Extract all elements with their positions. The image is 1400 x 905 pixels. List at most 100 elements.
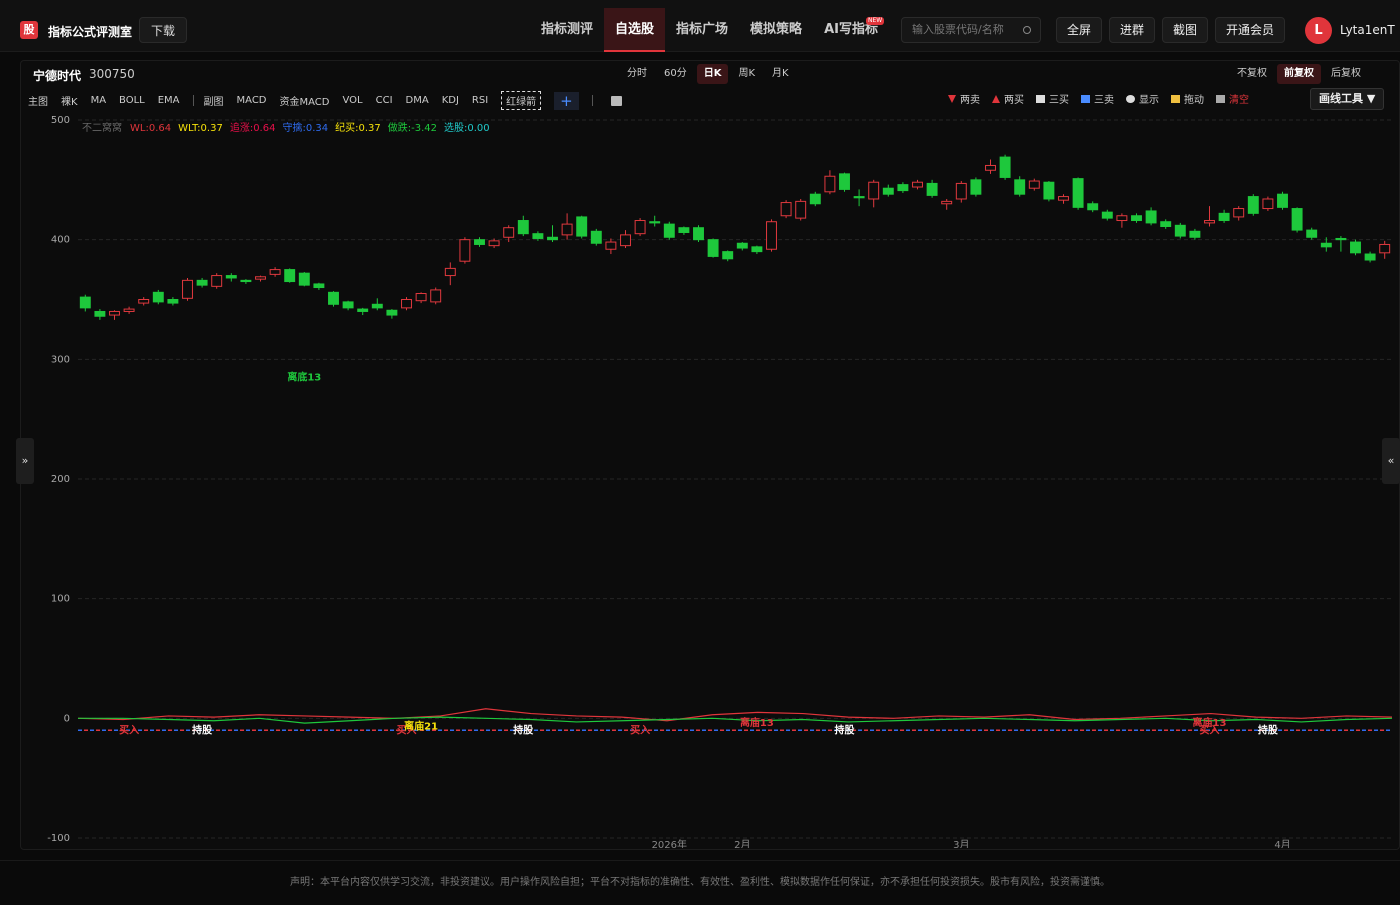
candle-body bbox=[766, 221, 777, 250]
candle-body bbox=[1277, 193, 1288, 208]
nav-item[interactable]: AI写指标 bbox=[824, 22, 878, 37]
signal-tool[interactable]: 两卖 bbox=[948, 91, 980, 106]
stock-code: 300750 bbox=[89, 67, 135, 81]
annotation: 持股 bbox=[835, 723, 856, 736]
app-name[interactable]: 指标公式评测室 bbox=[48, 25, 133, 39]
username[interactable]: Lyta1enT bbox=[1340, 23, 1395, 37]
sub-indicator[interactable]: RSI bbox=[471, 95, 489, 106]
period-tab[interactable]: 日K bbox=[696, 64, 729, 84]
candle-body bbox=[474, 239, 485, 245]
logo[interactable]: 股 bbox=[20, 21, 38, 39]
side-toggle-right[interactable]: « bbox=[1382, 438, 1400, 484]
header-button[interactable]: 全屏 bbox=[1056, 17, 1103, 43]
annotation: 买入 bbox=[119, 724, 139, 736]
main-indicator[interactable]: MA bbox=[90, 95, 107, 106]
main-indicator[interactable]: 裸K bbox=[61, 97, 78, 108]
main-indicator[interactable]: BOLL bbox=[119, 95, 145, 106]
candle-body bbox=[955, 182, 967, 200]
candle-body bbox=[649, 221, 661, 224]
signal-tool[interactable]: 两买 bbox=[992, 91, 1024, 106]
candle-body bbox=[576, 216, 588, 237]
candle-body bbox=[1364, 253, 1376, 261]
candle-body bbox=[240, 279, 252, 283]
candle-body bbox=[1204, 220, 1215, 224]
annotation: 持股 bbox=[513, 723, 534, 736]
nav-item[interactable]: 模拟策略 bbox=[750, 22, 803, 37]
candle-body bbox=[1320, 242, 1332, 248]
header-button[interactable]: 截图 bbox=[1162, 17, 1209, 43]
sub-indicator[interactable]: 副图 bbox=[203, 97, 224, 108]
candle-body bbox=[211, 275, 223, 287]
candle-body bbox=[415, 293, 427, 302]
draw-tool-button[interactable]: 画线工具 ▼ bbox=[1310, 88, 1385, 110]
tool-label: 清空 bbox=[1229, 95, 1249, 106]
main-indicator[interactable]: EMA bbox=[157, 95, 180, 106]
candle-body bbox=[371, 303, 383, 309]
nav-item[interactable]: 指标测评 bbox=[541, 22, 594, 37]
candle-body bbox=[1189, 230, 1201, 238]
candle-body bbox=[357, 308, 369, 312]
candle-body bbox=[1233, 208, 1245, 218]
legend-item: 选股:0.00 bbox=[444, 121, 490, 134]
candle-body bbox=[532, 233, 544, 239]
y-tick-label: -100 bbox=[47, 833, 70, 844]
tool-icon bbox=[1171, 94, 1180, 103]
sub-indicator[interactable]: VOL bbox=[342, 95, 363, 106]
candle-body bbox=[328, 291, 339, 305]
adjust-tab[interactable]: 前复权 bbox=[1277, 64, 1321, 84]
candle-body bbox=[94, 310, 106, 317]
sub-indicator[interactable]: 红绿箭 bbox=[501, 91, 542, 110]
disclaimer: 声明：本平台内容仅供学习交流，非投资建议。用户操作风险自担；平台不对指标的准确性… bbox=[290, 877, 1110, 888]
signal-tool[interactable]: 三买 bbox=[1036, 91, 1069, 106]
adjust-tab[interactable]: 不复权 bbox=[1237, 68, 1267, 79]
sub-indicator[interactable]: 资金MACD bbox=[279, 97, 330, 108]
signal-tool[interactable]: 清空 bbox=[1216, 91, 1249, 106]
legend-title: 不二窝窝 bbox=[82, 121, 122, 134]
sub-indicator[interactable]: KDJ bbox=[441, 95, 459, 106]
sub-indicator[interactable]: MACD bbox=[236, 95, 267, 106]
search-input[interactable]: 输入股票代码/名称 bbox=[901, 17, 1041, 43]
nav-item[interactable]: 自选股 bbox=[604, 8, 666, 52]
header-button[interactable]: 进群 bbox=[1109, 17, 1156, 43]
candle-body bbox=[941, 200, 953, 205]
tool-icon bbox=[1216, 94, 1225, 103]
signal-tool[interactable]: 拖动 bbox=[1171, 91, 1204, 106]
sub-indicator[interactable]: CCI bbox=[375, 95, 393, 106]
candle-body bbox=[1028, 180, 1040, 189]
indicator-line bbox=[78, 716, 1393, 724]
x-tick-label: 2月 bbox=[734, 839, 750, 848]
header-buttons: 全屏 进群 截图 开通会员 bbox=[1056, 17, 1286, 43]
main-indicator[interactable]: 主图 bbox=[28, 97, 48, 108]
separator bbox=[192, 95, 194, 106]
candle-body bbox=[897, 184, 909, 192]
header-button[interactable]: 开通会员 bbox=[1215, 17, 1286, 43]
candle-body bbox=[488, 240, 500, 247]
stock-name: 宁德时代 bbox=[33, 69, 82, 83]
avatar[interactable]: L bbox=[1305, 17, 1332, 44]
tool-icon bbox=[948, 94, 956, 103]
candle-body bbox=[1087, 203, 1099, 211]
download-button[interactable]: 下载 bbox=[139, 17, 188, 43]
y-tick-label: 100 bbox=[51, 594, 70, 605]
nav: 指标测评 自选股 指标广场 模拟策略 AI写指标 bbox=[530, 8, 889, 52]
candle-body bbox=[1072, 178, 1084, 208]
signal-tool[interactable]: 显示 bbox=[1126, 91, 1159, 106]
period-tab[interactable]: 分时 bbox=[627, 68, 647, 79]
nav-item[interactable]: 指标广场 bbox=[676, 22, 729, 37]
side-toggle-left[interactable]: » bbox=[16, 438, 34, 484]
candle-body bbox=[678, 227, 690, 233]
annotation: 离庙21 bbox=[404, 720, 438, 733]
save-icon[interactable] bbox=[610, 95, 622, 106]
candle-body bbox=[1014, 179, 1026, 195]
period-tab[interactable]: 周K bbox=[738, 68, 756, 79]
period-tab[interactable]: 60分 bbox=[664, 68, 687, 79]
sub-indicator[interactable]: DMA bbox=[405, 95, 429, 106]
x-tick-label: 4月 bbox=[1274, 839, 1290, 848]
tool-label: 两买 bbox=[1004, 95, 1024, 106]
x-tick-label: 2026年 bbox=[652, 838, 687, 848]
signal-tool[interactable]: 三卖 bbox=[1081, 91, 1114, 106]
add-indicator[interactable]: + bbox=[554, 91, 579, 110]
period-tab[interactable]: 月K bbox=[772, 68, 789, 79]
adjust-tab[interactable]: 后复权 bbox=[1331, 68, 1361, 79]
